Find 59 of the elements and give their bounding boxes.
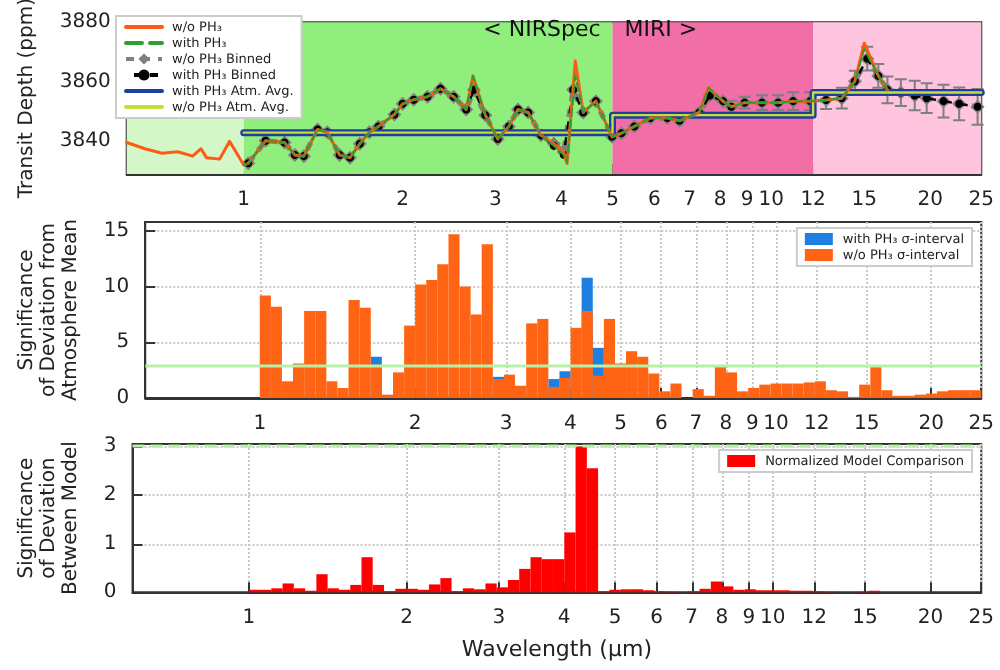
band-label: < NIRSpec (483, 16, 601, 42)
x-tick-label: 12 (804, 413, 830, 435)
x-tick-label: 4 (557, 607, 571, 630)
x-tick-label: 1 (242, 607, 256, 630)
x-tick-label: 1 (237, 189, 251, 211)
x-tick-label: 10 (760, 607, 786, 630)
x-tick-label: 12 (800, 189, 826, 211)
x-tick-label: 2 (400, 607, 413, 630)
x-tick-label: 15 (852, 607, 878, 630)
x-tick-label: 15 (854, 413, 880, 435)
x-tick-label: 8 (715, 607, 729, 630)
y-tick-label: 3840 (59, 130, 111, 153)
y-tick-label: 15 (103, 219, 130, 242)
x-tick-label: 3 (489, 189, 502, 211)
x-tick-label: 25 (968, 413, 995, 435)
x-tick-label: 20 (917, 607, 944, 630)
x-tick-label: 3 (499, 413, 513, 435)
x-tick-label: 9 (745, 413, 759, 435)
y-axis-title: Significance of Deviation from Atmosphere Mean (16, 219, 82, 401)
x-tick-label: 15 (851, 189, 877, 211)
x-tick-label: 4 (555, 189, 568, 211)
x-tick-label: 4 (564, 413, 577, 435)
y-tick-label: 2 (103, 484, 117, 507)
x-axis-title: Wavelength (μm) (461, 636, 652, 662)
x-tick-label: 5 (606, 189, 619, 211)
y-tick-label: 3 (103, 435, 117, 458)
x-tick-label: 7 (683, 189, 696, 211)
x-tick-label: 20 (918, 413, 944, 435)
x-tick-label: 8 (713, 189, 727, 211)
y-tick-label: 0 (103, 581, 117, 604)
x-tick-label: 25 (968, 607, 995, 630)
y-tick-label: 1 (103, 532, 117, 555)
x-tick-label: 10 (758, 189, 785, 211)
y-tick-label: 10 (103, 275, 130, 298)
x-tick-label: 2 (408, 413, 422, 435)
band-label: MIRI > (624, 16, 698, 42)
y-axis-title: Significance of Deviation Between Model (16, 441, 82, 596)
x-tick-label: 2 (396, 189, 409, 211)
y-tick-label: 3860 (59, 70, 111, 93)
x-tick-label: 7 (685, 607, 698, 630)
x-tick-label: 8 (719, 413, 733, 435)
x-tick-label: 5 (614, 413, 627, 435)
x-tick-label: 9 (740, 189, 754, 211)
x-tick-label: 6 (647, 189, 661, 211)
y-tick-label: 3880 (59, 11, 111, 34)
y-axis-title: Transit Depth (ppm) (16, 0, 38, 201)
y-tick-label: 5 (116, 331, 130, 354)
x-tick-label: 5 (608, 607, 622, 630)
x-tick-label: 20 (917, 189, 943, 211)
x-tick-label: 7 (689, 413, 703, 435)
x-tick-label: 9 (742, 607, 756, 630)
x-tick-label: 3 (492, 607, 506, 630)
x-tick-label: 12 (801, 607, 827, 630)
x-tick-label: 10 (763, 413, 789, 435)
x-tick-label: 1 (253, 413, 267, 435)
x-tick-label: 25 (968, 189, 995, 211)
x-tick-label: 6 (655, 413, 668, 435)
x-tick-label: 6 (650, 607, 663, 630)
y-tick-label: 0 (116, 387, 130, 409)
